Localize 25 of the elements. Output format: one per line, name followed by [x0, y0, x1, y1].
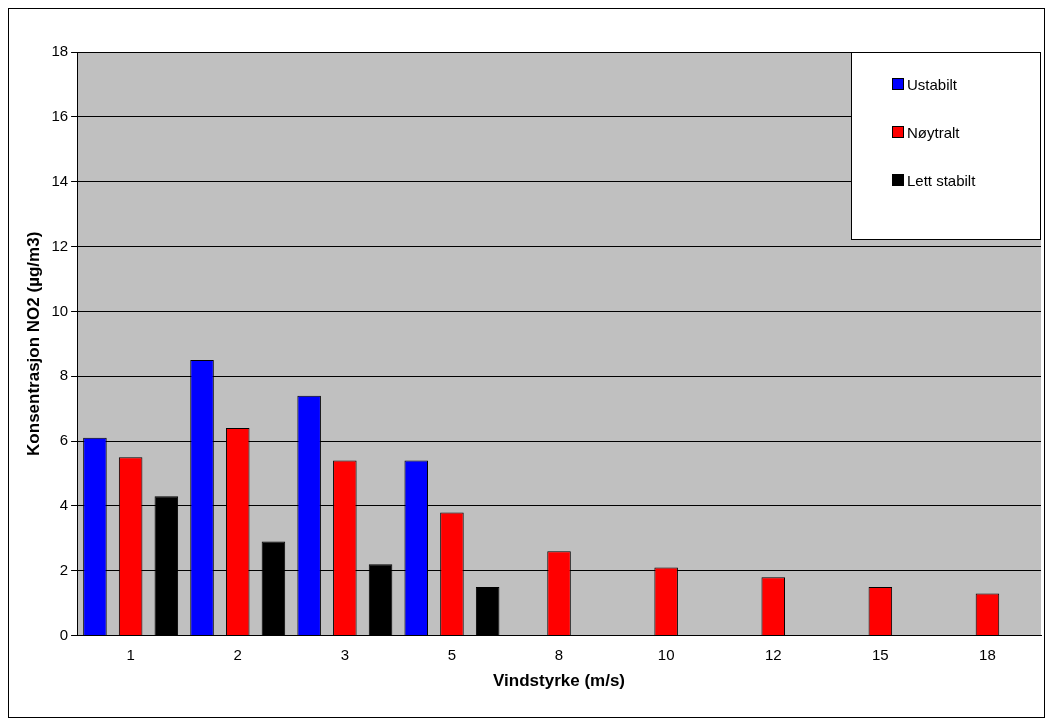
bar: [475, 586, 500, 636]
x-tick-label: 10: [657, 645, 675, 663]
x-tick-label: 12: [764, 645, 782, 663]
y-tick-label: 6: [59, 431, 69, 449]
y-tick-label: 2: [59, 560, 69, 578]
x-tick-label: 18: [979, 645, 996, 663]
x-tick-label: 5: [447, 645, 457, 663]
x-axis-title: Vindstyrke (m/s): [493, 671, 626, 691]
y-tick-label: 16: [51, 106, 69, 124]
x-tick-label: 8: [554, 645, 564, 663]
x-tick-label: 3: [340, 645, 350, 663]
y-tick-label: 10: [51, 301, 69, 319]
y-tick-label: 14: [51, 171, 69, 189]
legend-label: Nøytralt: [907, 123, 960, 141]
y-tick-label: 8: [59, 366, 69, 384]
y-tick-label: 4: [59, 496, 69, 514]
y-axis-title: Konsentrasjon NO2 (µg/m3): [23, 231, 43, 456]
x-tick-label: 1: [126, 645, 135, 663]
y-tick-label: 18: [51, 42, 69, 60]
legend-label: Lett stabilt: [907, 171, 976, 189]
x-tick-label: 2: [233, 645, 242, 663]
legend-label: Ustabilt: [907, 75, 958, 93]
y-tick-label: 0: [59, 625, 69, 643]
x-tick-label: 15: [872, 645, 889, 663]
y-tick-label: 12: [51, 236, 69, 254]
